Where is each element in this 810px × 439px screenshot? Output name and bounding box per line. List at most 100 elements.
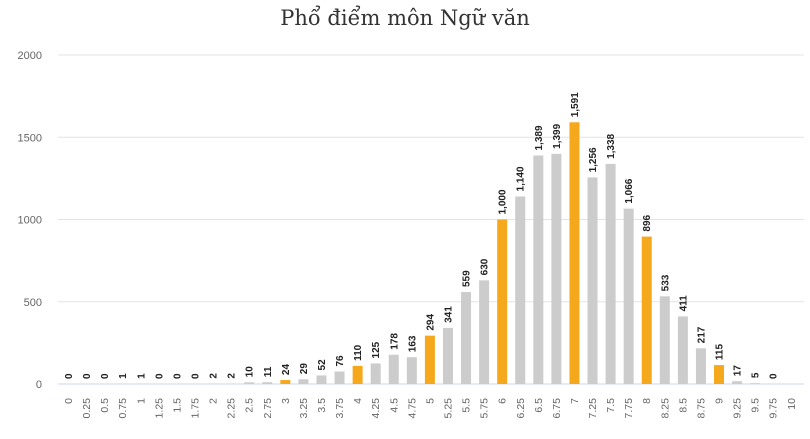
data-label: 2 <box>209 373 220 379</box>
data-label: 178 <box>389 333 400 350</box>
x-tick-label: 3.75 <box>334 398 346 419</box>
bar <box>334 371 345 384</box>
x-tick-label: 8.25 <box>659 398 671 419</box>
x-tick-label: 3 <box>280 398 292 404</box>
bar <box>659 296 670 384</box>
x-tick-label: 2.25 <box>226 398 238 419</box>
bar <box>587 177 598 384</box>
data-label: 411 <box>678 295 689 312</box>
bar <box>388 354 399 384</box>
x-tick-label: 9.25 <box>732 398 744 419</box>
bar <box>442 327 453 384</box>
data-label: 110 <box>353 344 364 361</box>
data-label: 1 <box>118 373 129 379</box>
data-label: 125 <box>371 341 382 358</box>
bar <box>406 357 417 384</box>
bar <box>533 155 544 384</box>
x-tick-label: 5.75 <box>479 398 491 419</box>
data-label: 1,000 <box>498 189 509 214</box>
x-tick-label: 4 <box>352 398 364 404</box>
y-tick-label: 500 <box>24 297 42 309</box>
bar <box>244 382 255 384</box>
x-tick-label: 1.25 <box>153 398 165 419</box>
x-tick-label: 4.5 <box>388 398 400 413</box>
bar <box>370 363 381 384</box>
bar <box>424 335 435 384</box>
chart-title: Phổ điểm môn Ngữ văn <box>280 6 530 30</box>
bar <box>551 153 562 384</box>
data-label: 533 <box>660 274 671 291</box>
x-tick-label: 2.75 <box>262 398 274 419</box>
x-tick-label: 1 <box>135 398 147 404</box>
data-label: 0 <box>154 373 165 379</box>
x-tick-label: 0.25 <box>81 398 93 419</box>
x-tick-label: 0.5 <box>99 398 111 413</box>
bar <box>732 381 743 384</box>
x-tick-label: 8 <box>641 398 653 404</box>
data-label: 341 <box>443 306 454 323</box>
data-label: 896 <box>642 214 653 231</box>
bar <box>515 196 526 384</box>
bar <box>479 280 490 384</box>
data-label: 559 <box>462 270 473 287</box>
y-tick-label: 1500 <box>18 132 42 144</box>
x-tick-label: 6.25 <box>515 398 527 419</box>
data-label: 630 <box>480 258 491 275</box>
bar <box>262 382 273 384</box>
y-tick-label: 0 <box>36 379 42 391</box>
bar <box>352 365 363 384</box>
x-tick-label: 6.5 <box>533 398 545 413</box>
bars <box>117 122 761 384</box>
bar <box>714 365 725 384</box>
x-tick-label: 1.75 <box>189 398 201 419</box>
bar <box>605 163 616 384</box>
data-label: 115 <box>715 344 726 361</box>
data-label: 163 <box>407 335 418 352</box>
x-tick-label: 9.5 <box>750 398 762 413</box>
data-label: 1,591 <box>570 92 581 117</box>
x-tick-label: 6 <box>497 398 509 404</box>
data-label: 1,338 <box>606 133 617 158</box>
data-label: 0 <box>82 373 93 379</box>
bar <box>695 348 706 384</box>
x-tick-label: 7.5 <box>605 398 617 413</box>
bar <box>641 236 652 384</box>
data-label: 1,066 <box>624 178 635 203</box>
data-label: 1,140 <box>516 166 527 191</box>
bar <box>750 383 761 384</box>
data-label: 24 <box>281 363 292 375</box>
data-label: 0 <box>64 373 75 379</box>
data-label: 0 <box>172 373 183 379</box>
x-tick-label: 8.75 <box>695 398 707 419</box>
bar <box>316 375 327 384</box>
bar <box>569 122 580 384</box>
data-label: 294 <box>425 314 436 331</box>
x-tick-label: 7 <box>569 398 581 404</box>
x-tick-label: 6.75 <box>551 398 563 419</box>
data-label: 1,256 <box>588 147 599 172</box>
data-label: 0 <box>100 373 111 379</box>
data-label: 10 <box>245 366 256 378</box>
x-tick-label: 9.75 <box>768 398 780 419</box>
data-label: 11 <box>263 366 274 377</box>
bar <box>677 316 688 384</box>
data-label: 1 <box>136 373 147 379</box>
data-label: 2 <box>227 373 238 379</box>
bar <box>298 379 309 384</box>
x-tick-label: 8.5 <box>677 398 689 413</box>
x-tick-label: 5.25 <box>442 398 454 419</box>
bar <box>461 292 472 384</box>
x-tick-label: 5 <box>424 398 436 404</box>
y-tick-label: 2000 <box>18 50 42 62</box>
data-label: 0 <box>190 373 201 379</box>
data-label: 1,399 <box>552 123 563 148</box>
x-tick-label: 0.75 <box>117 398 129 419</box>
data-label: 17 <box>733 365 744 377</box>
data-label: 0 <box>769 373 780 379</box>
x-tick-label: 4.25 <box>370 398 382 419</box>
data-label: 52 <box>317 359 328 371</box>
x-tick-label: 5.5 <box>461 398 473 413</box>
bar <box>623 208 634 384</box>
